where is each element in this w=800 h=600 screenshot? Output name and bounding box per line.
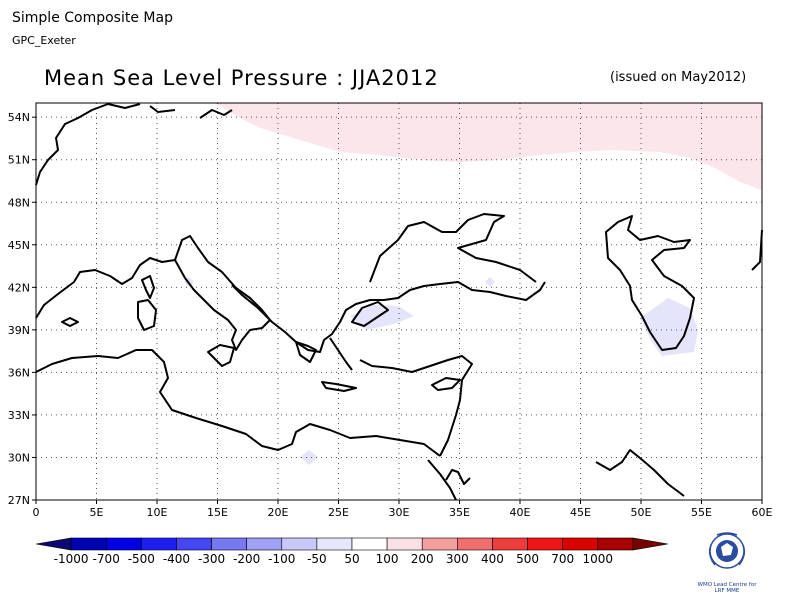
colorbar-label: 700 [551, 552, 574, 566]
colorbar-label: -50 [307, 552, 327, 566]
x-tick-label: 50E [631, 506, 652, 519]
colorbar-swatch [527, 537, 563, 551]
logo-caption: WMO Lead Centre for LRF MME [682, 582, 772, 594]
colorbar-swatch [35, 537, 72, 551]
y-tick-label: 30N [8, 451, 30, 464]
colorbar-label: 100 [376, 552, 399, 566]
negative-anomaly-region-aegean [350, 305, 414, 330]
map-title: Mean Sea Level Pressure : JJA2012 [44, 66, 439, 90]
x-tick-label: 0 [33, 506, 40, 519]
x-tick-label: 45E [570, 506, 591, 519]
colorbar-swatch [351, 537, 388, 551]
coastlines [35, 103, 763, 501]
x-tick-label: 30E [389, 506, 410, 519]
colorbar-swatch [281, 537, 318, 551]
colorbar-swatch [316, 537, 353, 551]
colorbar-label: 1000 [583, 552, 614, 566]
coastline-red-sea [427, 459, 471, 501]
colorbar-label: 200 [411, 552, 434, 566]
coastline-anatolia-south [359, 355, 473, 457]
x-tick-label: 25E [328, 506, 349, 519]
colorbar-swatch [632, 537, 669, 551]
coastline-persian-gulf [595, 449, 685, 497]
colorbar-label: -1000 [54, 552, 89, 566]
colorbar-label: -400 [163, 552, 190, 566]
issued-date: (issued on May2012) [610, 70, 747, 85]
colorbar-label: -100 [268, 552, 295, 566]
coastline-cyprus [431, 377, 461, 391]
coastline-balearic [61, 317, 79, 327]
x-tick-label: 35E [449, 506, 470, 519]
colorbar-swatch [105, 537, 142, 551]
colorbar-swatch [211, 537, 247, 551]
colorbar-label: 400 [481, 552, 504, 566]
colorbar-swatch [421, 537, 458, 551]
colorbar-label: 500 [516, 552, 539, 566]
y-tick-label: 45N [8, 239, 30, 252]
y-tick-label: 42N [8, 281, 30, 294]
pressure-anomaly-shading [184, 103, 762, 465]
colorbar-label: 300 [446, 552, 469, 566]
x-tick-label: 15E [207, 506, 228, 519]
colorbar-label: 50 [344, 552, 359, 566]
x-axis: 0 5E 10E 15E 20E 25E 30E 35E 40E 45E 50E 55E 60E [33, 500, 773, 519]
y-tick-label: 54N [8, 111, 30, 124]
x-tick-label: 5E [90, 506, 104, 519]
colorbar-swatch [246, 537, 283, 551]
colorbar-swatch [141, 537, 177, 551]
colorbar-label: -500 [128, 552, 155, 566]
map-grid [36, 103, 762, 500]
logo-caption-line2: LRF MME [714, 588, 740, 594]
header-title: Simple Composite Map [12, 10, 173, 26]
colorbar-swatch [176, 537, 212, 551]
coastline-greece-south [295, 337, 353, 371]
negative-anomaly-region-caspian [640, 298, 698, 356]
coastline-marmara [351, 301, 389, 327]
x-tick-label: 60E [752, 506, 773, 519]
colorbar-swatch [562, 537, 599, 551]
colorbar-swatch [597, 537, 634, 551]
y-tick-label: 33N [8, 409, 30, 422]
coastline-black-sea [369, 213, 537, 283]
colorbar-swatch [492, 537, 528, 551]
coastline-italy [174, 235, 271, 351]
coastline-caspian [605, 215, 695, 351]
header-subtitle: GPC_Exeter [12, 34, 76, 47]
y-tick-label: 36N [8, 366, 30, 379]
colorbar-label: -700 [93, 552, 120, 566]
y-tick-label: 51N [8, 154, 30, 167]
coastline-corsica-sardinia [137, 275, 157, 331]
negative-anomaly-region-libya [300, 450, 318, 465]
coastline-sicily [207, 344, 235, 367]
x-tick-label: 40E [510, 506, 531, 519]
coastline-europe-north [35, 103, 233, 186]
x-tick-label: 55E [691, 506, 712, 519]
coastline-iberia-france [35, 257, 176, 319]
y-tick-label: 27N [8, 494, 30, 507]
colorbar-swatch [457, 537, 493, 551]
negative-anomaly-region-black-sea [485, 277, 495, 287]
coastline-aral-east [751, 229, 763, 271]
coastline-north-africa [35, 349, 441, 457]
positive-anomaly-region [215, 103, 762, 190]
coastline-balkans [231, 281, 546, 353]
coastline-crete [321, 381, 357, 392]
colorbar-label: -200 [233, 552, 260, 566]
colorbar-label: -300 [198, 552, 225, 566]
colorbar-swatch [386, 537, 423, 551]
y-tick-label: 48N [8, 196, 30, 209]
colorbar: -1000 -700 -500 -400 -300 -200 -100 -50 50 100 200… [35, 537, 669, 566]
logo-caption-line1: WMO Lead Centre for [697, 582, 757, 588]
wmo-logo [708, 532, 746, 569]
y-tick-label: 39N [8, 324, 30, 337]
y-axis: 27N 30N 33N 36N 39N 42N 45N 48N 51N 54N [8, 111, 36, 507]
x-tick-label: 20E [268, 506, 289, 519]
x-tick-label: 10E [147, 506, 168, 519]
colorbar-swatch [70, 537, 107, 551]
